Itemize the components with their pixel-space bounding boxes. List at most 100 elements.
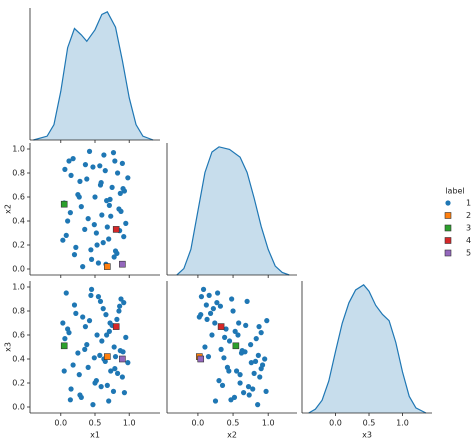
point <box>106 202 112 208</box>
point <box>235 332 241 338</box>
point <box>112 226 120 233</box>
point <box>111 344 117 350</box>
point <box>263 388 269 394</box>
point <box>95 294 102 300</box>
point <box>80 314 86 320</box>
y-axis-label: x3 <box>4 342 13 352</box>
legend-label: 5 <box>466 249 471 258</box>
point <box>228 397 234 403</box>
point <box>84 176 90 182</box>
point <box>102 168 108 174</box>
x-tick-label: 0.5 <box>363 419 376 428</box>
point <box>94 242 100 248</box>
point <box>85 216 91 222</box>
point <box>217 323 225 330</box>
point <box>114 170 121 176</box>
point <box>214 290 221 296</box>
point <box>88 286 95 292</box>
point <box>110 150 117 156</box>
point <box>78 204 84 210</box>
point <box>240 390 247 396</box>
point <box>119 374 125 380</box>
point <box>219 382 226 388</box>
point <box>217 303 224 309</box>
point <box>73 244 79 250</box>
point <box>236 320 242 326</box>
point <box>251 370 257 376</box>
point <box>205 354 212 360</box>
kde-fill <box>176 146 290 275</box>
point <box>70 156 76 162</box>
kde-line <box>176 146 290 276</box>
kde-line <box>33 11 154 141</box>
point <box>118 296 124 302</box>
point <box>114 316 120 322</box>
y-tick-label: 0.0 <box>12 265 25 274</box>
point <box>125 360 131 366</box>
point <box>226 338 233 344</box>
point <box>243 322 249 328</box>
y-tick-label: 0.6 <box>12 331 25 340</box>
legend-title: label <box>445 187 464 196</box>
point <box>108 213 114 219</box>
point <box>73 310 79 316</box>
point <box>62 166 68 172</box>
point <box>255 352 261 358</box>
point <box>63 290 69 296</box>
point <box>77 178 83 184</box>
kde-fill <box>308 284 426 413</box>
point <box>125 175 131 181</box>
y-tick-label: 0.4 <box>12 217 25 226</box>
point <box>88 256 95 262</box>
point <box>71 302 78 308</box>
point <box>255 402 261 408</box>
point <box>75 350 81 356</box>
point <box>107 320 113 326</box>
point <box>229 296 235 302</box>
point <box>250 386 256 392</box>
point <box>94 332 100 338</box>
point <box>112 158 118 164</box>
y-tick-label: 0.4 <box>12 355 25 364</box>
y-tick-label: 0.8 <box>12 169 25 178</box>
point <box>112 354 119 360</box>
point <box>101 152 107 158</box>
point <box>60 200 68 208</box>
point <box>206 292 212 298</box>
legend-label: 2 <box>466 211 471 220</box>
point <box>97 298 104 304</box>
point <box>106 328 112 334</box>
point <box>246 392 252 398</box>
point <box>92 194 98 200</box>
y-tick-label: 1.0 <box>12 145 25 154</box>
y-axis-label: x2 <box>4 204 13 214</box>
point <box>197 355 205 363</box>
point <box>97 352 103 358</box>
point <box>99 338 105 344</box>
point <box>226 368 232 374</box>
point <box>212 320 218 326</box>
y-tick-label: 1.0 <box>12 283 25 292</box>
x-tick-label: 0.0 <box>329 419 342 428</box>
point <box>210 306 216 312</box>
point <box>104 263 111 270</box>
point <box>95 260 102 266</box>
point <box>117 190 123 196</box>
point <box>258 366 264 372</box>
legend-marker <box>445 200 451 206</box>
point <box>86 148 93 154</box>
point <box>82 324 89 330</box>
point <box>212 398 219 404</box>
point <box>223 326 229 332</box>
point <box>244 298 250 304</box>
point <box>116 308 122 314</box>
point <box>70 362 76 368</box>
point <box>204 316 210 322</box>
point <box>91 355 97 361</box>
point <box>262 356 268 362</box>
point <box>214 300 220 306</box>
point <box>82 226 88 232</box>
point <box>242 349 248 355</box>
point <box>218 346 224 352</box>
